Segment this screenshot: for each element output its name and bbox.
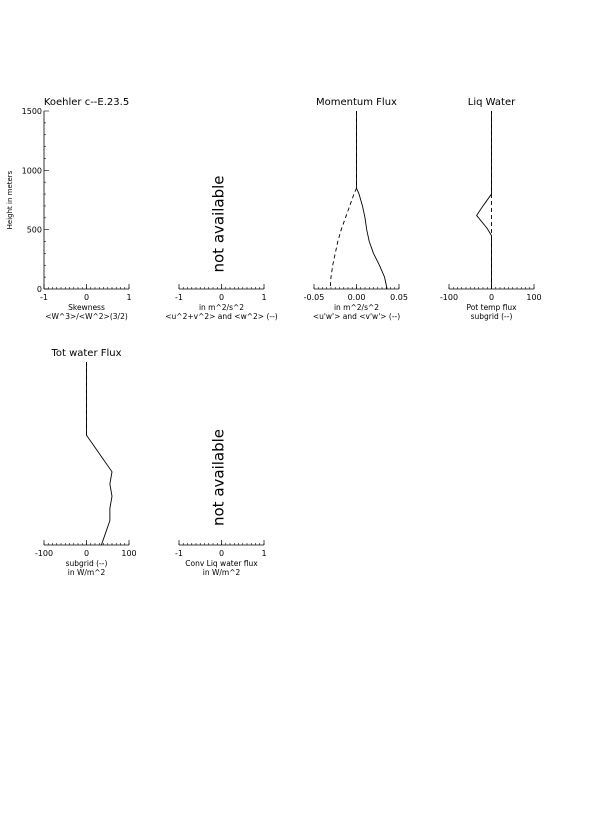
y-tick-label: 0 xyxy=(37,285,42,294)
y-tick-label: 1000 xyxy=(22,166,42,175)
x-tick-label: -100 xyxy=(35,549,53,558)
x-tick-label: -0.05 xyxy=(304,293,325,302)
x-axis-label: in m^2/s^2 xyxy=(199,303,244,312)
x-tick-label: 1 xyxy=(261,549,266,558)
x-tick-label: -1 xyxy=(175,293,183,302)
x-axis-label: Pot temp flux xyxy=(466,303,517,312)
x-tick-label: 0 xyxy=(219,293,224,302)
x-tick-label: 0 xyxy=(489,293,494,302)
x-axis-label: Skewness xyxy=(68,303,105,312)
series-line-solid xyxy=(356,111,388,290)
y-tick-label: 1500 xyxy=(22,107,42,116)
series-line-solid xyxy=(86,362,113,546)
panel-title: Tot water Flux xyxy=(50,348,121,359)
series-line-solid xyxy=(476,111,492,289)
x-tick-label: -100 xyxy=(440,293,458,302)
not-available-label: not available xyxy=(210,175,228,272)
x-tick-label: -1 xyxy=(175,549,183,558)
panel-title: Koehler c--E.23.5 xyxy=(44,97,129,108)
x-tick-label: 100 xyxy=(526,293,541,302)
x-tick-label: 1 xyxy=(126,293,131,302)
x-axis-label: <u'w'> and <v'w'> (--) xyxy=(313,312,400,321)
x-tick-label: 0 xyxy=(84,293,89,302)
x-tick-label: -1 xyxy=(40,293,48,302)
panel-title: Liq Water xyxy=(468,97,516,108)
x-tick-label: 0 xyxy=(219,549,224,558)
x-axis-label: in W/m^2 xyxy=(203,568,241,577)
y-tick-label: 500 xyxy=(27,226,42,235)
not-available-label: not available xyxy=(210,429,228,526)
y-axis-label: Height in meters xyxy=(6,170,14,229)
x-axis-label: in W/m^2 xyxy=(68,568,106,577)
x-axis-label: Conv Liq water flux xyxy=(185,559,258,568)
x-axis-label: in m^2/s^2 xyxy=(334,303,379,312)
panel-totwater: Tot water Flux -100 0 100 subgrid (--)in W/m… xyxy=(35,348,137,577)
x-tick-label: 0.05 xyxy=(390,293,408,302)
x-tick-label: 0.00 xyxy=(348,293,366,302)
x-axis-label: subgrid (--) xyxy=(471,312,513,321)
panel-skewness: Koehler c--E.23.5-1 0 1Skewness<W^3>/<W^2>… xyxy=(6,97,132,321)
series-line-dashed xyxy=(329,111,357,290)
panel-title: Momentum Flux xyxy=(316,97,397,108)
x-tick-label: 1 xyxy=(261,293,266,302)
panel-variance: -1 0 1 in m^2/s^2<u^2+v^2> and <w^2> (--) no… xyxy=(165,175,278,321)
x-axis-label: subgrid (--) xyxy=(66,559,108,568)
panel-momentum: Momentum Flux -0.05 0.00 0.05 in m^2/s^2<u'w… xyxy=(304,97,408,321)
x-axis-label: <W^3>/<W^2>(3/2) xyxy=(45,312,128,321)
x-axis-label: <u^2+v^2> and <w^2> (--) xyxy=(165,312,278,321)
x-tick-label: 0 xyxy=(84,549,89,558)
x-tick-label: 100 xyxy=(121,549,136,558)
